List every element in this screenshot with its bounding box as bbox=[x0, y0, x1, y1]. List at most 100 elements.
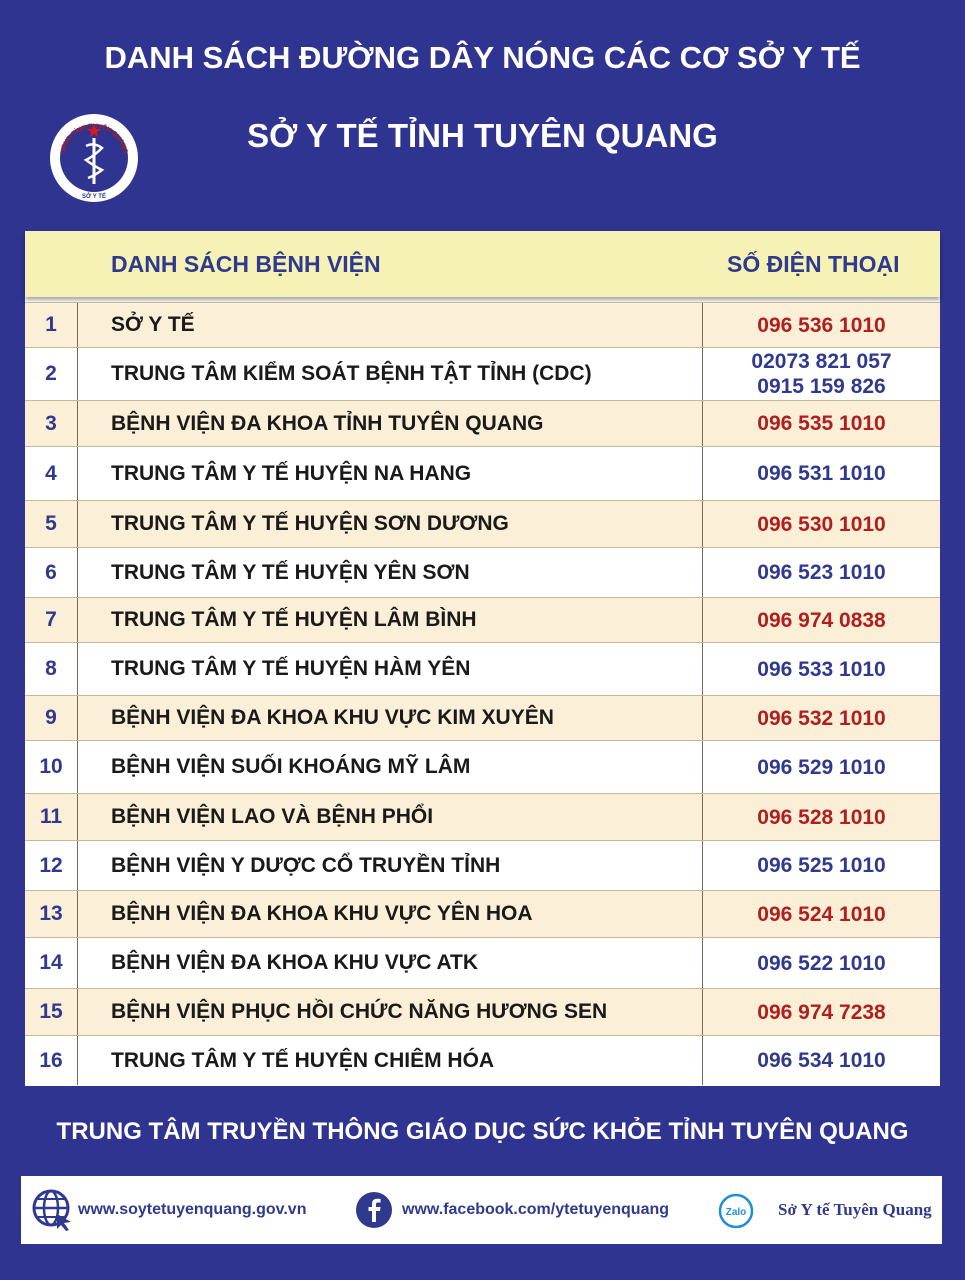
row-number: 1 bbox=[25, 303, 78, 347]
facebook-link[interactable]: www.facebook.com/ytetuyenquang bbox=[402, 1201, 670, 1218]
phone-cell: 096 531 1010 bbox=[703, 447, 940, 500]
phone-number: 096 528 1010 bbox=[757, 805, 886, 829]
table-row: 8 TRUNG TÂM Y TẾ HUYỆN HÀM YÊN 096 533 101… bbox=[25, 642, 940, 695]
phone-cell: 096 536 1010 bbox=[703, 303, 940, 347]
row-number: 11 bbox=[25, 794, 78, 840]
logo-bottom-text: SỞ Y TẾ bbox=[82, 193, 106, 200]
phone-number: 096 534 1010 bbox=[757, 1049, 886, 1072]
table-row: 10 BỆNH VIỆN SUỐI KHOÁNG MỸ LÂM 096 529 10… bbox=[25, 740, 940, 793]
facility-name: BỆNH VIỆN Y DƯỢC CỔ TRUYỀN TỈNH bbox=[78, 841, 703, 890]
table-row: 7 TRUNG TÂM Y TẾ HUYỆN LÂM BÌNH 096 974 08… bbox=[25, 597, 940, 642]
facility-name: TRUNG TÂM Y TẾ HUYỆN SƠN DƯƠNG bbox=[78, 501, 703, 547]
phone-number: 096 535 1010 bbox=[757, 412, 886, 435]
table-row: 5 TRUNG TÂM Y TẾ HUYỆN SƠN DƯƠNG 096 530 1… bbox=[25, 500, 940, 547]
phone-cell: 096 529 1010 bbox=[703, 741, 940, 793]
phone-number: 096 974 0838 bbox=[757, 608, 886, 632]
phone-cell: 096 533 1010 bbox=[703, 643, 940, 695]
phone-number: 096 532 1010 bbox=[757, 706, 886, 730]
zalo-icon-text: Zalo bbox=[726, 1207, 747, 1218]
facility-name: BỆNH VIỆN PHỤC HỒI CHỨC NĂNG HƯƠNG SEN bbox=[78, 989, 703, 1035]
zalo-link[interactable]: Sở Y tế Tuyên Quang bbox=[778, 1200, 932, 1219]
column-header: SỐ ĐIỆN THOẠI bbox=[727, 251, 900, 277]
phone-number: 02073 821 057 bbox=[751, 350, 892, 373]
phone-cell: 096 974 0838 bbox=[703, 598, 940, 642]
row-number: 6 bbox=[25, 548, 78, 597]
facility-name: TRUNG TÂM Y TẾ HUYỆN HÀM YÊN bbox=[78, 643, 703, 695]
row-number: 14 bbox=[25, 938, 78, 988]
table-row: 16 TRUNG TÂM Y TẾ HUYỆN CHIÊM HÓA 096 534 … bbox=[25, 1035, 940, 1085]
hotline-table: DANH SÁCH BỆNH VIỆN SỐ ĐIỆN THOẠI 1 SỞ Y … bbox=[25, 231, 940, 1086]
phone-cell: 096 523 1010 bbox=[703, 548, 940, 597]
phone-cell: 096 534 1010 bbox=[703, 1036, 940, 1085]
phone-cell: 02073 821 057 0915 159 826 bbox=[703, 348, 940, 400]
title: DANH SÁCH ĐƯỜNG DÂY NÓNG CÁC CƠ SỞ Y TẾ bbox=[104, 40, 861, 75]
facility-name: TRUNG TÂM KIỂM SOÁT BỆNH TẬT TỈNH (CDC) bbox=[78, 348, 703, 400]
phone-number: 096 533 1010 bbox=[757, 657, 886, 681]
table-row: 13 BỆNH VIỆN ĐA KHOA KHU VỰC YÊN HOA 096 5… bbox=[25, 890, 940, 937]
subtitle: SỞ Y TẾ TỈNH TUYÊN QUANG bbox=[247, 117, 718, 154]
row-number: 3 bbox=[25, 401, 78, 446]
row-number: 15 bbox=[25, 989, 78, 1035]
facebook-icon bbox=[356, 1192, 392, 1228]
table-row: 12 BỆNH VIỆN Y DƯỢC CỔ TRUYỀN TỈNH 096 525… bbox=[25, 840, 940, 890]
phone-cell: 096 974 7238 bbox=[703, 989, 940, 1035]
facility-name: BỆNH VIỆN SUỐI KHOÁNG MỸ LÂM bbox=[78, 741, 703, 793]
facility-name: TRUNG TÂM Y TẾ HUYỆN CHIÊM HÓA bbox=[78, 1036, 703, 1085]
row-number: 2 bbox=[25, 348, 78, 400]
table-row: 6 TRUNG TÂM Y TẾ HUYỆN YÊN SƠN 096 523 101… bbox=[25, 547, 940, 597]
phone-cell: 096 530 1010 bbox=[703, 501, 940, 547]
zalo-icon: Zalo bbox=[718, 1193, 754, 1229]
table-row: 14 BỆNH VIỆN ĐA KHOA KHU VỰC ATK 096 522 1… bbox=[25, 937, 940, 988]
facility-name: BỆNH VIỆN ĐA KHOA KHU VỰC KIM XUYÊN bbox=[78, 696, 703, 740]
facility-name: TRUNG TÂM Y TẾ HUYỆN YÊN SƠN bbox=[78, 548, 703, 597]
organization: TRUNG TÂM TRUYỀN THÔNG GIÁO DỤC SỨC KHỎE… bbox=[56, 1118, 909, 1145]
row-number: 8 bbox=[25, 643, 78, 695]
table-row: 9 BỆNH VIỆN ĐA KHOA KHU VỰC KIM XUYÊN 096 … bbox=[25, 695, 940, 740]
facility-name: BỆNH VIỆN ĐA KHOA TỈNH TUYÊN QUANG bbox=[78, 401, 703, 446]
row-number: 16 bbox=[25, 1036, 78, 1085]
contact-bar: www.soytetuyenquang.gov.vn www.facebook.… bbox=[21, 1176, 942, 1244]
phone-number: 0915 159 826 bbox=[757, 375, 886, 398]
column-header: DANH SÁCH BỆNH VIỆN bbox=[111, 251, 381, 277]
phone-number: 096 525 1010 bbox=[757, 854, 886, 877]
row-number: 9 bbox=[25, 696, 78, 740]
logo-snake bbox=[83, 143, 105, 180]
website-link[interactable]: www.soytetuyenquang.gov.vn bbox=[78, 1201, 307, 1218]
phone-cell: 096 535 1010 bbox=[703, 401, 940, 446]
row-number: 5 bbox=[25, 501, 78, 547]
facility-name: BỆNH VIỆN ĐA KHOA KHU VỰC ATK bbox=[78, 938, 703, 988]
phone-cell: 096 528 1010 bbox=[703, 794, 940, 840]
table-row: 2 TRUNG TÂM KIỂM SOÁT BỆNH TẬT TỈNH (CDC)… bbox=[25, 347, 940, 400]
table-row: 11 BỆNH VIỆN LAO VÀ BỆNH PHỔI 096 528 1010 bbox=[25, 793, 940, 840]
table-header: DANH SÁCH BỆNH VIỆN SỐ ĐIỆN THOẠI bbox=[25, 231, 940, 297]
facility-name: SỞ Y TẾ bbox=[78, 303, 703, 347]
facility-name: TRUNG TÂM Y TẾ HUYỆN LÂM BÌNH bbox=[78, 598, 703, 642]
phone-number: 096 974 7238 bbox=[757, 1000, 886, 1024]
phone-cell: 096 525 1010 bbox=[703, 841, 940, 890]
phone-number: 096 536 1010 bbox=[757, 313, 886, 337]
phone-cell: 096 522 1010 bbox=[703, 938, 940, 988]
logo-star bbox=[87, 124, 101, 137]
table-row: 15 BỆNH VIỆN PHỤC HỒI CHỨC NĂNG HƯƠNG SEN… bbox=[25, 988, 940, 1035]
row-number: 4 bbox=[25, 447, 78, 500]
globe-icon bbox=[32, 1189, 71, 1231]
phone-number: 096 524 1010 bbox=[757, 902, 886, 926]
row-number: 12 bbox=[25, 841, 78, 890]
phone-number: 096 522 1010 bbox=[757, 951, 886, 975]
phone-cell: 096 524 1010 bbox=[703, 891, 940, 937]
table-row: 1 SỞ Y TẾ 096 536 1010 bbox=[25, 302, 940, 347]
phone-number: 096 523 1010 bbox=[757, 561, 886, 584]
phone-number: 096 531 1010 bbox=[757, 462, 886, 485]
phone-number: 096 530 1010 bbox=[757, 512, 886, 536]
facility-name: TRUNG TÂM Y TẾ HUYỆN NA HANG bbox=[78, 447, 703, 500]
facility-name: BỆNH VIỆN LAO VÀ BỆNH PHỔI bbox=[78, 794, 703, 840]
table-row: 4 TRUNG TÂM Y TẾ HUYỆN NA HANG 096 531 101… bbox=[25, 446, 940, 500]
facility-name: BỆNH VIỆN ĐA KHOA KHU VỰC YÊN HOA bbox=[78, 891, 703, 937]
row-number: 7 bbox=[25, 598, 78, 642]
row-number: 13 bbox=[25, 891, 78, 937]
logo: UBND TỈNH TUYÊN QUANG SỞ Y TẾ bbox=[50, 114, 138, 202]
phone-cell: 096 532 1010 bbox=[703, 696, 940, 740]
table-row: 3 BỆNH VIỆN ĐA KHOA TỈNH TUYÊN QUANG 096 5… bbox=[25, 400, 940, 446]
phone-number: 096 529 1010 bbox=[757, 755, 886, 779]
